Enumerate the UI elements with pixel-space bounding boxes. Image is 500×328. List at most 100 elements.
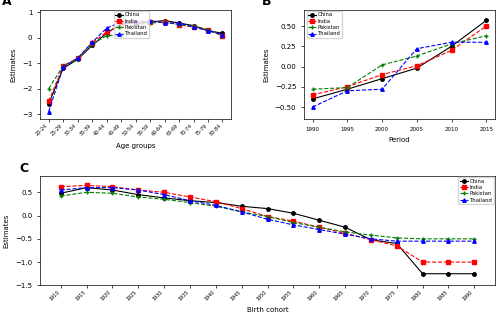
- China: [135, 193, 141, 196]
- Pakistan: [238, 210, 244, 214]
- Line: India: India: [59, 184, 476, 264]
- Thailand: [316, 228, 322, 232]
- Pakistan: [46, 87, 52, 91]
- Thailand: [446, 239, 452, 243]
- Thailand: [264, 217, 270, 221]
- India: [316, 225, 322, 229]
- Pakistan: [147, 21, 153, 25]
- China: [213, 201, 219, 205]
- China: [420, 272, 426, 276]
- India: [162, 20, 168, 24]
- India: [46, 99, 52, 103]
- Thailand: [162, 21, 168, 25]
- China: [220, 31, 226, 35]
- Thailand: [414, 47, 420, 51]
- India: [58, 185, 64, 189]
- India: [118, 23, 124, 27]
- India: [213, 200, 219, 204]
- China: [368, 238, 374, 242]
- Y-axis label: Estimates: Estimates: [4, 214, 10, 248]
- Thailand: [420, 239, 426, 243]
- China: [264, 207, 270, 211]
- Thailand: [132, 20, 138, 24]
- Thailand: [213, 203, 219, 207]
- India: [190, 25, 196, 29]
- Pakistan: [89, 42, 95, 46]
- China: [60, 66, 66, 70]
- Thailand: [187, 199, 193, 203]
- Pakistan: [60, 64, 66, 68]
- India: [60, 64, 66, 68]
- Line: Pakistan: Pakistan: [311, 34, 488, 91]
- China: [238, 204, 244, 208]
- China: [46, 102, 52, 106]
- China: [316, 218, 322, 222]
- Thailand: [448, 40, 454, 44]
- Line: China: China: [59, 186, 476, 276]
- China: [205, 29, 211, 33]
- Thailand: [220, 33, 226, 37]
- Pakistan: [414, 54, 420, 58]
- Thailand: [104, 26, 110, 30]
- Text: B: B: [262, 0, 272, 9]
- China: [446, 272, 452, 276]
- China: [190, 24, 196, 28]
- Pakistan: [310, 87, 316, 91]
- Pakistan: [118, 33, 124, 37]
- China: [110, 188, 116, 192]
- Text: C: C: [20, 162, 28, 174]
- India: [310, 93, 316, 97]
- India: [74, 56, 80, 60]
- Thailand: [310, 105, 316, 109]
- Line: Thailand: Thailand: [59, 186, 476, 243]
- Y-axis label: Estimates: Estimates: [10, 47, 16, 82]
- Thailand: [84, 186, 89, 190]
- Pakistan: [176, 23, 182, 27]
- India: [472, 260, 478, 264]
- Pakistan: [316, 225, 322, 229]
- India: [132, 21, 138, 25]
- Y-axis label: Estimates: Estimates: [263, 47, 269, 82]
- India: [379, 73, 385, 77]
- China: [84, 186, 89, 190]
- Pakistan: [135, 195, 141, 199]
- Pakistan: [58, 194, 64, 198]
- Pakistan: [394, 236, 400, 240]
- Pakistan: [162, 20, 168, 24]
- China: [74, 57, 80, 61]
- India: [104, 30, 110, 34]
- China: [118, 22, 124, 26]
- Thailand: [290, 223, 296, 227]
- Thailand: [238, 210, 244, 214]
- Thailand: [379, 87, 385, 91]
- China: [310, 97, 316, 101]
- Legend: China, India, Pakistan, Thailand: China, India, Pakistan, Thailand: [114, 11, 149, 38]
- India: [394, 244, 400, 248]
- Thailand: [368, 237, 374, 241]
- India: [238, 207, 244, 211]
- Pakistan: [290, 221, 296, 225]
- India: [220, 34, 226, 38]
- India: [448, 48, 454, 52]
- Line: Pakistan: Pakistan: [47, 20, 224, 91]
- China: [344, 87, 350, 91]
- China: [342, 225, 348, 229]
- Pakistan: [484, 34, 490, 38]
- India: [264, 215, 270, 218]
- China: [484, 18, 490, 22]
- India: [187, 195, 193, 199]
- India: [147, 20, 153, 24]
- China: [162, 19, 168, 23]
- Pakistan: [205, 28, 211, 31]
- Thailand: [89, 40, 95, 44]
- Legend: China, India, Pakistan, Thailand: China, India, Pakistan, Thailand: [307, 11, 342, 38]
- Thailand: [176, 21, 182, 25]
- Pakistan: [344, 86, 350, 90]
- India: [368, 238, 374, 242]
- Line: China: China: [47, 19, 224, 106]
- Thailand: [46, 110, 52, 113]
- India: [484, 24, 490, 28]
- China: [132, 21, 138, 25]
- Line: India: India: [311, 24, 488, 97]
- Line: Pakistan: Pakistan: [59, 191, 476, 240]
